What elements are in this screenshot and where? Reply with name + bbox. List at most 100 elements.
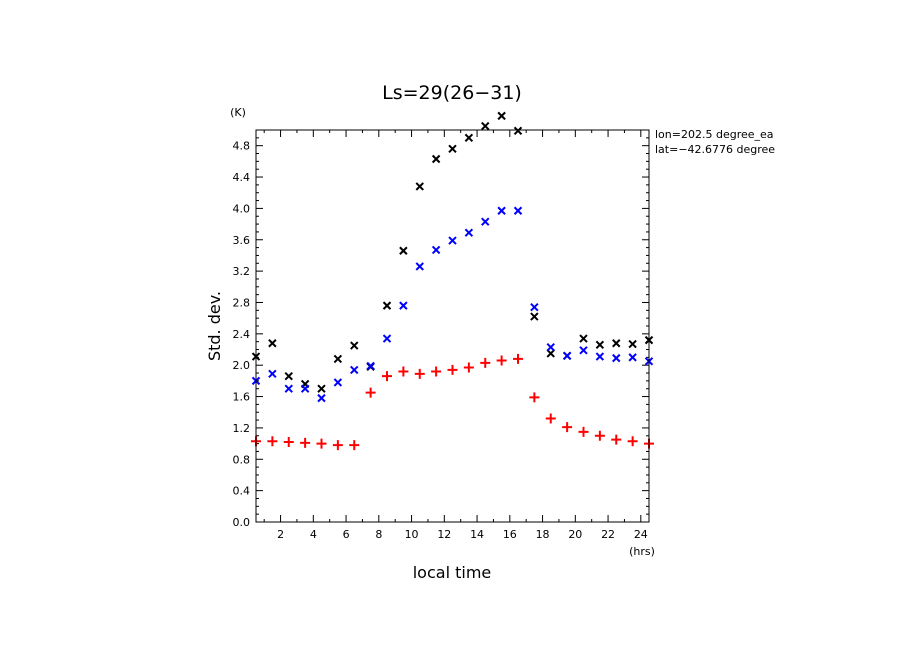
series-0-point: [546, 349, 555, 358]
series-2-point: [349, 440, 360, 451]
series-0-point: [431, 154, 441, 164]
x-tick-label: 6: [343, 528, 350, 541]
series-2-point: [578, 426, 589, 437]
series-2-point: [398, 366, 409, 377]
series-0-point: [481, 121, 490, 131]
series-1-point: [300, 384, 310, 393]
y-tick-label: 1.2: [233, 422, 251, 435]
series-0-point: [497, 111, 506, 121]
x-tick-label: 12: [437, 528, 451, 541]
series-1-point: [350, 365, 359, 375]
series-0-point: [317, 384, 326, 393]
series-1-point: [366, 361, 375, 371]
series-0-point: [415, 182, 424, 191]
series-1-point: [612, 353, 621, 363]
series-1-point: [595, 352, 605, 361]
series-0-point: [612, 339, 621, 348]
x-tick-label: 16: [503, 528, 517, 541]
y-tick-label: 0.8: [233, 453, 251, 466]
series-1-point: [481, 217, 490, 226]
series-1-point: [497, 206, 506, 215]
chart-title: Ls=29(26−31): [382, 82, 522, 104]
series-0-point: [464, 133, 474, 143]
annotation-lon: lon=202.5 degree_ea: [655, 128, 774, 141]
x-tick-label: 14: [470, 528, 484, 541]
series-1-point: [268, 369, 277, 379]
y-tick-label: 4.4: [233, 171, 251, 184]
series-0-point: [350, 341, 359, 350]
y-tick-label: 2.0: [233, 359, 251, 372]
series-2-point: [529, 392, 540, 403]
plot-frame: [255, 129, 650, 523]
series-2-point: [316, 438, 327, 449]
series-2-point: [545, 413, 556, 424]
y-tick-label: 0.4: [233, 485, 251, 498]
series-0-point: [284, 371, 293, 381]
series-1-point: [546, 342, 555, 352]
y-tick-label: 0.0: [233, 516, 251, 529]
data-points: [251, 111, 654, 451]
series-1-point: [415, 262, 424, 271]
series-2-point: [365, 387, 376, 398]
y-unit-label: (K): [230, 106, 246, 119]
series-2-point: [431, 366, 442, 377]
series-2-point: [611, 434, 622, 445]
y-tick-label: 2.4: [233, 328, 251, 341]
series-2-point: [496, 355, 507, 366]
series-2-point: [480, 357, 491, 368]
y-tick-label: 2.8: [233, 296, 251, 309]
x-tick-label: 8: [375, 528, 382, 541]
series-2-point: [267, 436, 278, 447]
y-tick-label: 3.2: [233, 265, 251, 278]
series-2-point: [332, 440, 343, 451]
series-1-point: [513, 206, 523, 215]
x-axis-label: local time: [413, 563, 492, 582]
series-0-point: [399, 246, 408, 255]
series-2-point: [283, 437, 294, 448]
series-1-point: [530, 302, 539, 312]
series-2-point: [513, 353, 523, 364]
series-1-point: [399, 301, 408, 310]
series-2-point: [562, 422, 573, 433]
x-tick-label: 4: [310, 528, 317, 541]
series-1-point: [448, 236, 457, 245]
series-1-point: [579, 346, 588, 355]
series-0-point: [579, 334, 588, 343]
y-axis-label: Std. dev.: [205, 291, 224, 361]
x-tick-label: 20: [568, 528, 582, 541]
series-2-point: [300, 437, 311, 448]
series-1-point: [382, 334, 392, 343]
x-unit-label: (hrs): [629, 545, 655, 558]
x-tick-label: 18: [536, 528, 550, 541]
x-tick-label: 2: [277, 528, 284, 541]
series-0-point: [333, 354, 343, 364]
series-0-point: [382, 301, 392, 310]
x-tick-label: 24: [634, 528, 648, 541]
series-2-point: [414, 368, 425, 379]
series-0-point: [530, 312, 539, 321]
series-0-point: [448, 144, 457, 154]
series-2-point: [627, 436, 638, 447]
series-1-point: [317, 393, 326, 403]
y-tick-label: 3.6: [233, 234, 251, 247]
series-1-point: [562, 351, 572, 360]
series-1-point: [431, 245, 441, 255]
y-tick-label: 4.8: [233, 140, 251, 153]
series-0-point: [268, 339, 277, 348]
y-tick-label: 1.6: [233, 391, 251, 404]
series-0-point: [513, 126, 523, 135]
y-tick-label: 4.0: [233, 202, 251, 215]
series-1-point: [333, 378, 343, 387]
series-2-point: [382, 371, 392, 382]
series-1-point: [284, 384, 293, 393]
annotation-lat: lat=−42.6776 degree: [655, 143, 775, 156]
series-0-point: [628, 339, 637, 349]
series-1-point: [628, 353, 637, 362]
axis-ticks: 0.0 0.4 0.8 1.2 1.6 2.0 2.4 2.8 3.2 3.6 4.0 4.4 4.8 2…: [233, 129, 649, 541]
series-2-point: [594, 430, 605, 441]
x-tick-label: 10: [405, 528, 419, 541]
series-1-point: [464, 228, 474, 237]
series-2-point: [463, 362, 474, 373]
series-0-point: [595, 340, 605, 350]
